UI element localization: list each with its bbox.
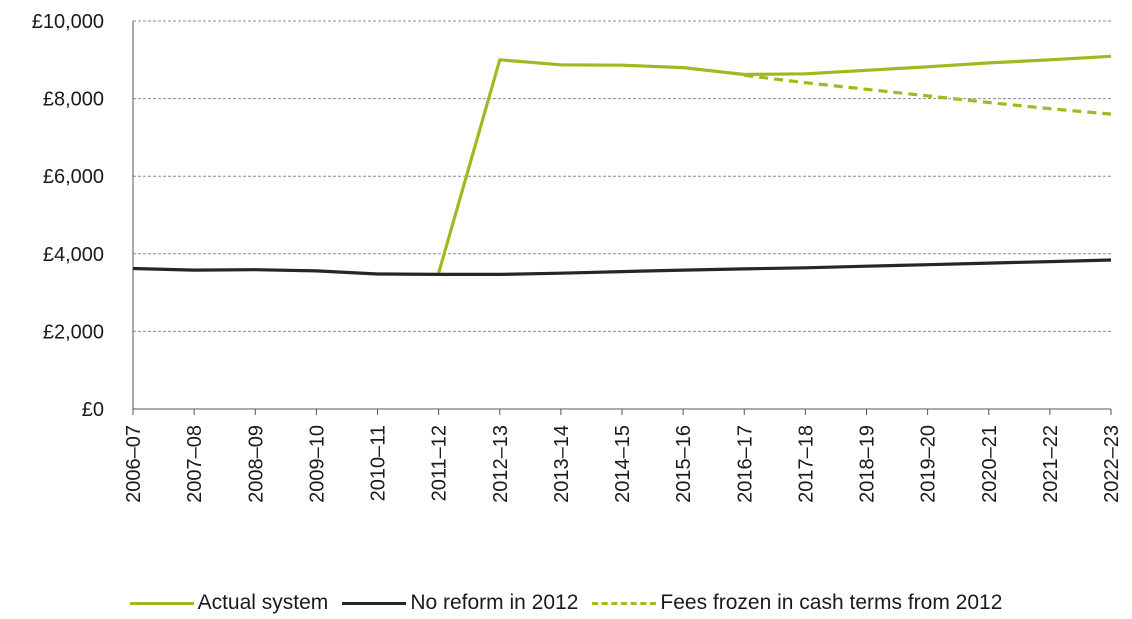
axes xyxy=(132,21,1112,415)
series-line xyxy=(437,54,1112,274)
legend-swatch-dashed-green xyxy=(592,601,657,605)
legend-label: Fees frozen in cash terms from 2012 xyxy=(660,591,1003,614)
x-tick-label: 2016–17 xyxy=(734,425,756,503)
y-tick-label: £4,000 xyxy=(43,244,104,266)
legend-label: No reform in 2012 xyxy=(410,591,579,614)
y-tick-label: £10,000 xyxy=(32,11,104,33)
legend: Actual system No reform in 2012 Fees fro… xyxy=(0,588,1132,618)
x-tick-label: 2019–20 xyxy=(918,425,940,503)
series-line xyxy=(744,73,1112,116)
y-tick-label: £6,000 xyxy=(43,166,104,188)
x-tick-label: 2008–09 xyxy=(245,425,267,503)
series-lines xyxy=(132,54,1112,276)
y-axis-tick-labels: £0 £2,000 £4,000 £6,000 £8,000 £10,000 xyxy=(32,11,104,421)
gridlines xyxy=(133,20,1111,332)
x-tick-label: 2009–10 xyxy=(306,425,328,503)
x-tick-label: 2020–21 xyxy=(979,425,1001,503)
x-axis-tick-labels: 2006–07 2007–08 2008–09 2009–10 2010–11 2011–… xyxy=(123,425,1123,503)
y-tick-label: £2,000 xyxy=(43,321,104,343)
x-tick-label: 2012–13 xyxy=(490,425,512,503)
x-tick-label: 2013–14 xyxy=(551,425,573,503)
legend-item-actual: Actual system xyxy=(129,591,329,615)
x-tick-label: 2011–12 xyxy=(429,425,451,501)
legend-item-fees-frozen: Fees frozen in cash terms from 2012 xyxy=(592,591,1002,615)
x-tick-label: 2017–18 xyxy=(795,425,817,503)
legend-swatch-solid-dark xyxy=(342,601,407,605)
x-tick-label: 2015–16 xyxy=(673,425,695,503)
y-tick-label: £0 xyxy=(82,399,104,421)
x-tick-label: 2022–23 xyxy=(1101,425,1123,503)
x-tick-label: 2006–07 xyxy=(123,425,145,503)
legend-item-no-reform: No reform in 2012 xyxy=(342,591,578,615)
legend-swatch-solid-green xyxy=(129,601,194,605)
legend-label: Actual system xyxy=(197,591,329,614)
series-line xyxy=(132,258,1112,276)
x-tick-label: 2014–15 xyxy=(612,425,634,503)
x-tick-label: 2018–19 xyxy=(857,425,879,503)
x-tick-label: 2021–22 xyxy=(1040,425,1062,503)
x-tick-label: 2010–11 xyxy=(368,425,390,501)
x-tick-label: 2007–08 xyxy=(184,425,206,503)
y-tick-label: £8,000 xyxy=(43,89,104,111)
